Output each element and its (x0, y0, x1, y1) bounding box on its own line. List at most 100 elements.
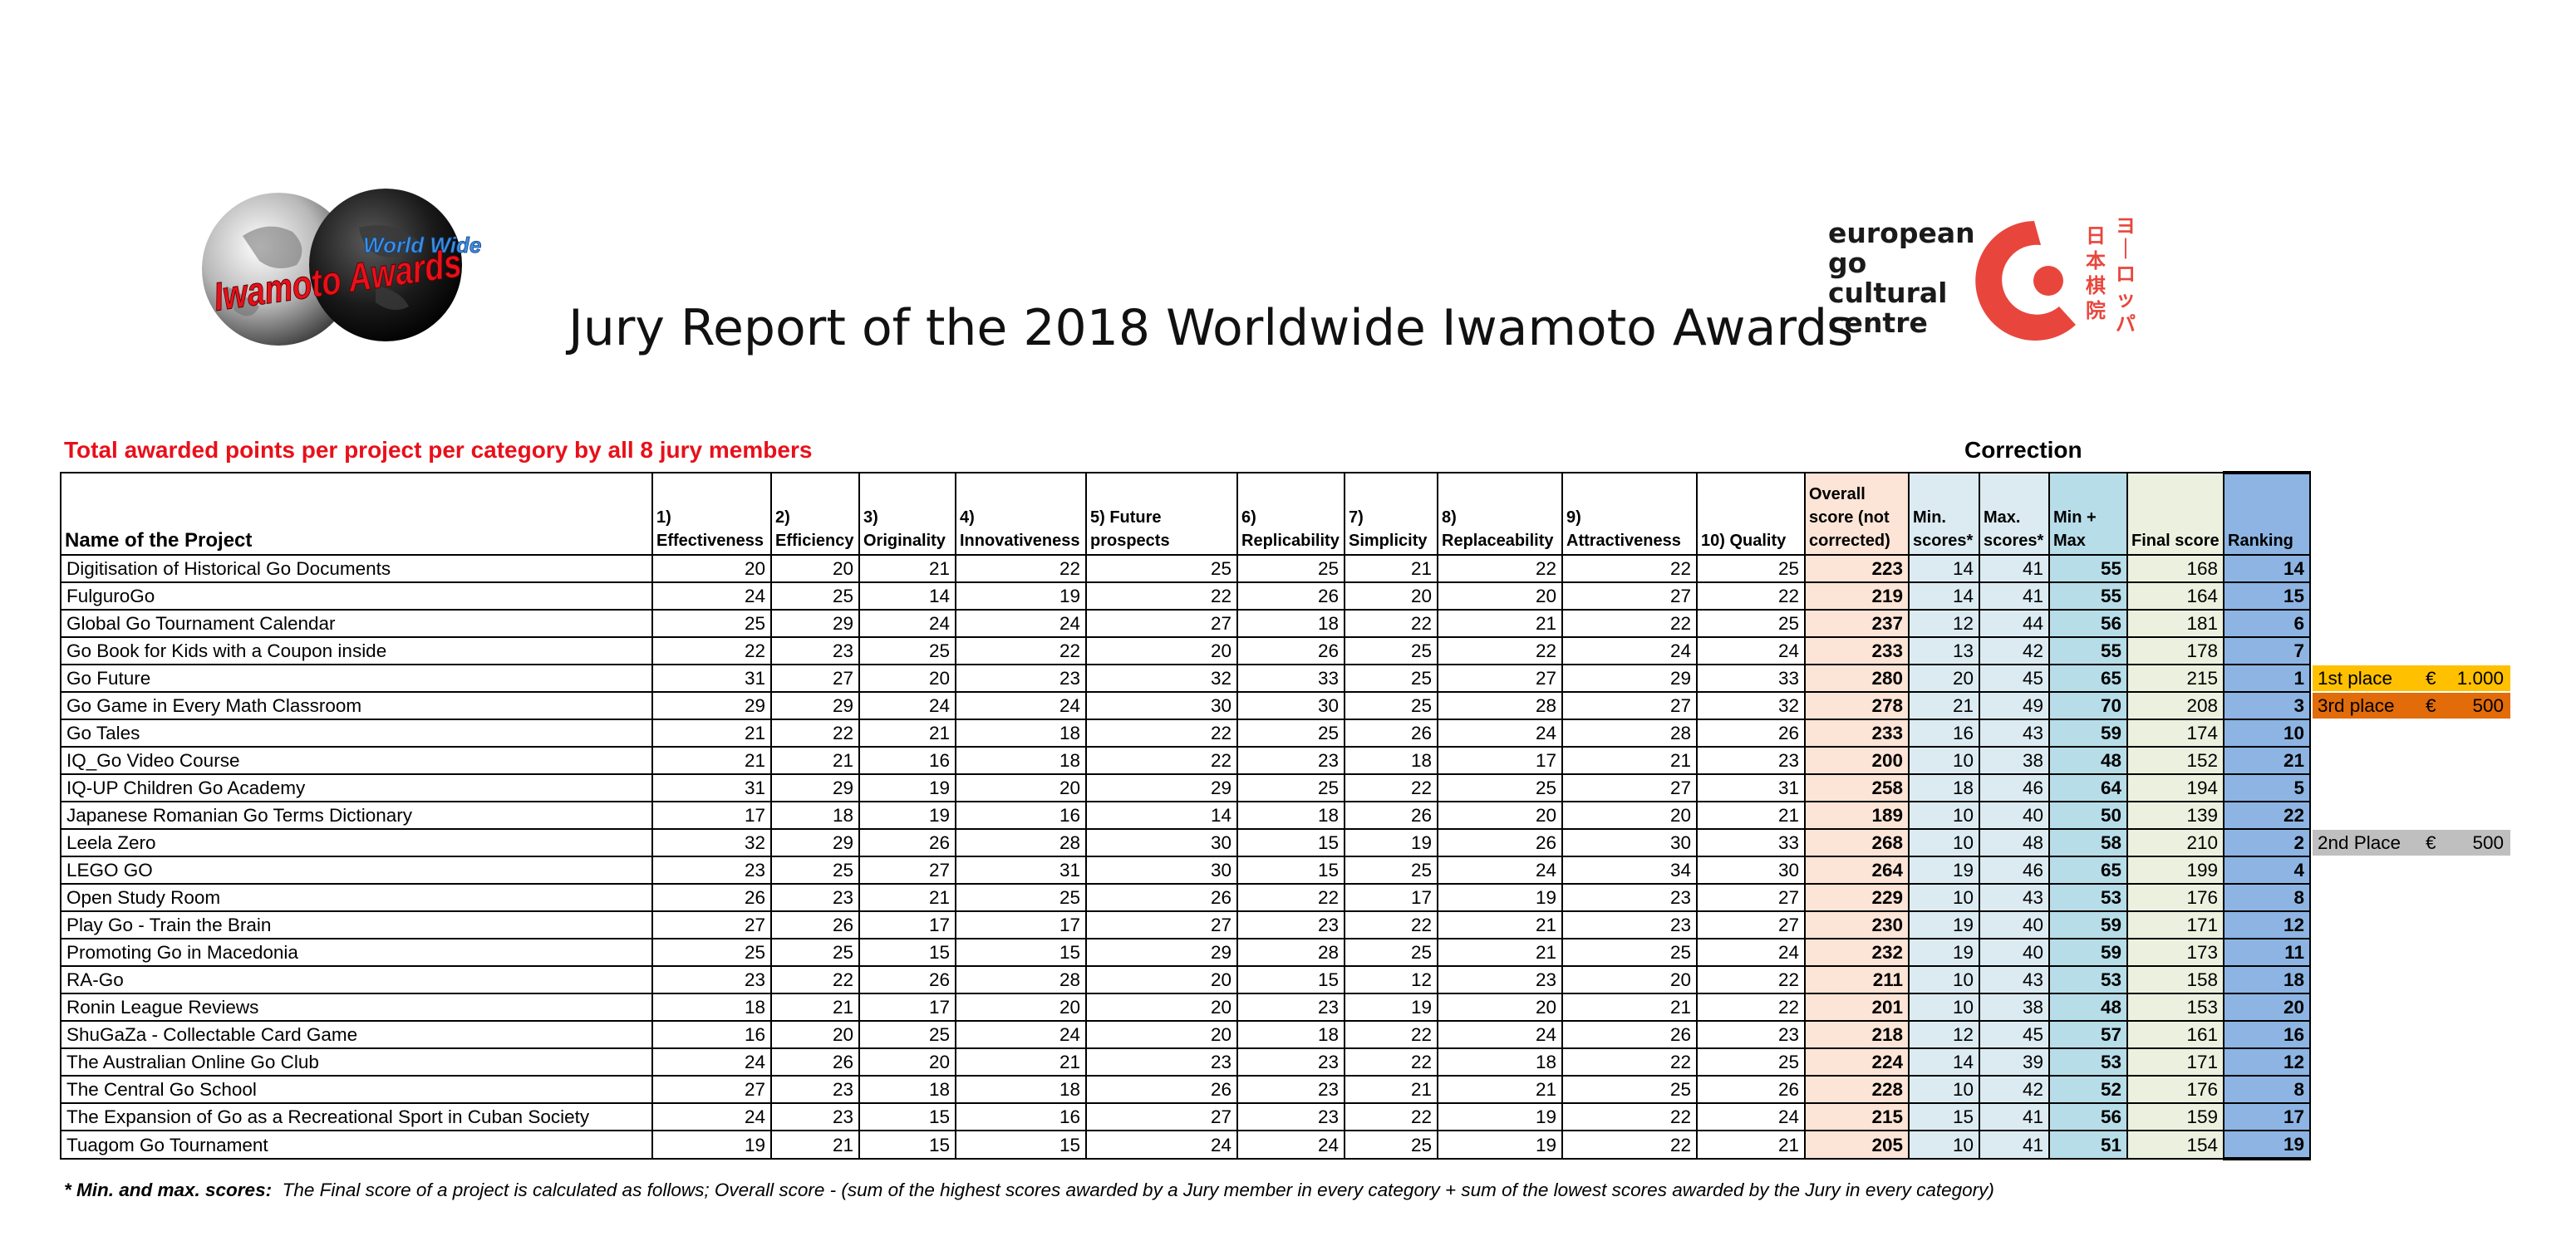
ranking-cell: 16 (2223, 1020, 2311, 1049)
category-score-cell: 26 (1696, 1075, 1806, 1104)
min-plus-max-cell: 59 (2048, 719, 2128, 748)
category-score-cell: 29 (770, 773, 860, 802)
col-header-future-prospects: 5) Future prospects (1085, 472, 1238, 556)
final-score-cell: 178 (2126, 636, 2225, 665)
category-score-cell: 23 (770, 1075, 860, 1104)
category-score-cell: 22 (1696, 965, 1806, 994)
min-plus-max-cell: 53 (2048, 1047, 2128, 1077)
ranking-cell: 7 (2223, 636, 2311, 665)
overall-score-cell: 280 (1804, 664, 1910, 693)
project-name-cell: ShuGaZa - Collectable Card Game (60, 1020, 653, 1049)
min-plus-max-cell: 55 (2048, 554, 2128, 583)
prize-tag: 1st place €1.000 (2313, 665, 2510, 691)
table-row: Go Future 31 27 20 23 32 33 25 27 29 33 280 20 45 65 21… (60, 664, 2311, 693)
prize-label: 3rd place (2318, 695, 2395, 716)
category-score-cell: 24 (1561, 636, 1698, 665)
category-score-cell: 23 (1236, 1047, 1345, 1077)
overall-score-cell: 232 (1804, 938, 1910, 967)
ranking-cell: 20 (2223, 993, 2311, 1022)
col-header-replaceability: 8) Replaceability (1437, 472, 1563, 556)
category-score-cell: 21 (955, 1047, 1087, 1077)
max-scores-cell: 46 (1979, 773, 2050, 802)
max-scores-cell: 40 (1979, 938, 2050, 967)
category-score-cell: 20 (1344, 581, 1438, 611)
table-row: Japanese Romanian Go Terms Dictionary 17 1… (60, 801, 2311, 830)
category-score-cell: 22 (1437, 554, 1563, 583)
category-score-cell: 26 (1696, 719, 1806, 748)
min-plus-max-cell: 59 (2048, 938, 2128, 967)
category-score-cell: 20 (1437, 801, 1563, 830)
table-row: IQ-UP Children Go Academy 31 29 19 20 29 25 22 2… (60, 773, 2311, 802)
category-score-cell: 15 (955, 938, 1087, 967)
category-score-cell: 19 (1344, 828, 1438, 857)
iwamoto-awards-logo: World Wide Iwamoto Awards (193, 186, 484, 352)
category-score-cell: 22 (1561, 554, 1698, 583)
category-score-cell: 15 (1236, 828, 1345, 857)
prize-currency: € (2426, 668, 2436, 689)
project-name-cell: Go Tales (60, 719, 653, 748)
overall-score-cell: 218 (1804, 1020, 1910, 1049)
category-score-cell: 21 (651, 746, 772, 775)
overall-score-cell: 189 (1804, 801, 1910, 830)
category-score-cell: 31 (651, 664, 772, 693)
overall-score-cell: 268 (1804, 828, 1910, 857)
table-row: Go Tales 21 22 21 18 22 25 26 24 28 26 233 16 43 59 174… (60, 719, 2311, 748)
ranking-cell: 17 (2223, 1102, 2311, 1131)
category-score-cell: 17 (858, 910, 956, 939)
category-score-cell: 22 (955, 636, 1087, 665)
category-score-cell: 33 (1236, 664, 1345, 693)
category-score-cell: 25 (955, 883, 1087, 912)
table-row: The Australian Online Go Club 24 26 20 21 23 2… (60, 1047, 2311, 1077)
category-score-cell: 22 (1344, 1047, 1438, 1077)
min-scores-cell: 10 (1908, 1075, 1980, 1104)
egcc-kanji-4: 院 (2086, 299, 2106, 322)
project-name-cell: LEGO GO (60, 856, 653, 885)
min-scores-cell: 10 (1908, 828, 1980, 857)
category-score-cell: 21 (1437, 1075, 1563, 1104)
min-plus-max-cell: 55 (2048, 581, 2128, 611)
project-name-cell: The Central Go School (60, 1075, 653, 1104)
category-score-cell: 25 (1344, 691, 1438, 720)
category-score-cell: 22 (1696, 581, 1806, 611)
category-score-cell: 27 (1561, 773, 1698, 802)
min-scores-cell: 10 (1908, 993, 1980, 1022)
min-plus-max-cell: 57 (2048, 1020, 2128, 1049)
table-row: The Expansion of Go as a Recreational Sp… (60, 1102, 2311, 1131)
footnote-text: The Final score of a project is calculat… (282, 1180, 1994, 1200)
table-row: Ronin League Reviews 18 21 17 20 20 23 19 20 21 22… (60, 993, 2311, 1022)
col-header-min-scores: Min. scores* (1908, 472, 1980, 556)
table-row: RA-Go 23 22 26 28 20 15 12 23 20 22 211 10 43 53 158 18 (60, 965, 2311, 994)
category-score-cell: 26 (651, 883, 772, 912)
max-scores-cell: 40 (1979, 801, 2050, 830)
category-score-cell: 20 (955, 773, 1087, 802)
table-row: Go Book for Kids with a Coupon inside 22 2… (60, 636, 2311, 665)
max-scores-cell: 43 (1979, 719, 2050, 748)
category-score-cell: 25 (1344, 856, 1438, 885)
ranking-cell: 3 (2223, 691, 2311, 720)
project-name-cell: Leela Zero (60, 828, 653, 857)
category-score-cell: 18 (770, 801, 860, 830)
ranking-cell: 6 (2223, 609, 2311, 638)
final-score-cell: 176 (2126, 883, 2225, 912)
category-score-cell: 29 (770, 609, 860, 638)
final-score-cell: 159 (2126, 1102, 2225, 1131)
min-scores-cell: 12 (1908, 1020, 1980, 1049)
category-score-cell: 25 (1236, 554, 1345, 583)
category-score-cell: 22 (1437, 636, 1563, 665)
table-row: Digitisation of Historical Go Documents 2… (60, 554, 2311, 583)
category-score-cell: 24 (955, 1020, 1087, 1049)
category-score-cell: 30 (1561, 828, 1698, 857)
ranking-cell: 11 (2223, 938, 2311, 967)
category-score-cell: 22 (1344, 910, 1438, 939)
project-name-cell: IQ_Go Video Course (60, 746, 653, 775)
ranking-cell: 22 (2223, 801, 2311, 830)
project-name-cell: Go Book for Kids with a Coupon inside (60, 636, 653, 665)
category-score-cell: 26 (858, 965, 956, 994)
category-score-cell: 20 (1085, 636, 1238, 665)
project-name-cell: Digitisation of Historical Go Documents (60, 554, 653, 583)
table-row: Promoting Go in Macedonia 25 25 15 15 29 28 25 2… (60, 938, 2311, 967)
category-score-cell: 21 (1696, 1130, 1806, 1160)
category-score-cell: 28 (955, 828, 1087, 857)
category-score-cell: 21 (770, 746, 860, 775)
max-scores-cell: 43 (1979, 883, 2050, 912)
